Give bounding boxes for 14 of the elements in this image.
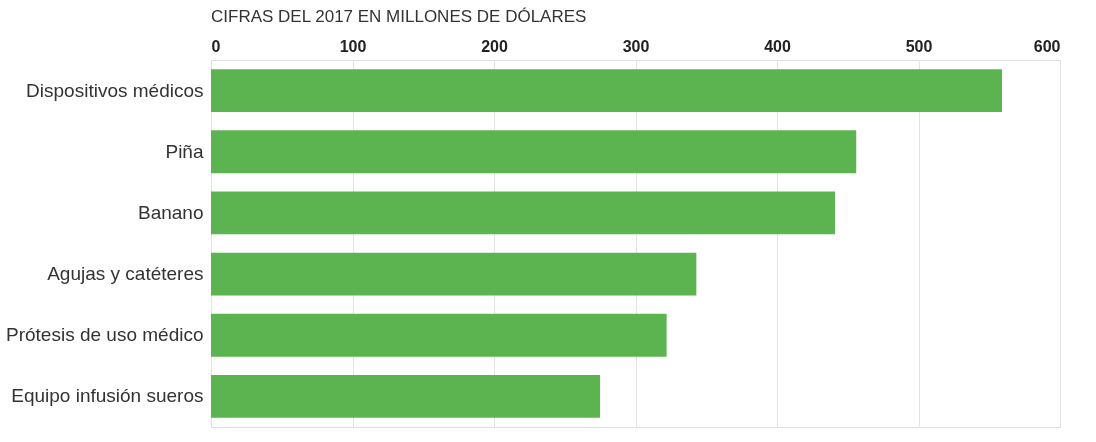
- x-tick-label: 0: [211, 37, 221, 55]
- y-tick-label: Agujas y catéteres: [47, 263, 204, 285]
- chart-title: CIFRAS DEL 2017 EN MILLONES DE DÓLARES: [211, 7, 587, 26]
- x-tick-label: 300: [622, 37, 650, 55]
- y-tick-label: Piña: [165, 140, 204, 162]
- x-tick-label: 400: [764, 37, 791, 55]
- y-tick-label: Dispositivos médicos: [26, 79, 204, 101]
- x-tick-label: 100: [339, 37, 367, 55]
- y-tick-label: Prótesis de uso médico: [6, 324, 204, 346]
- x-tick-label: 200: [481, 37, 508, 55]
- x-tick-label: 500: [905, 37, 933, 55]
- y-tick-label: Banano: [137, 201, 204, 223]
- y-tick-label: Equipo infusión sueros: [11, 385, 204, 407]
- x-tick-label: 600: [1033, 37, 1061, 55]
